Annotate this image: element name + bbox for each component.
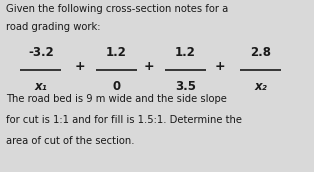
Text: The road bed is 9 m wide and the side slope: The road bed is 9 m wide and the side sl… [6,94,227,104]
Text: x₁: x₁ [35,80,47,93]
Text: 0: 0 [112,80,120,93]
Text: 1.2: 1.2 [106,46,127,59]
Text: area of cut of the section.: area of cut of the section. [6,136,135,146]
Text: for cut is 1:1 and for fill is 1.5:1. Determine the: for cut is 1:1 and for fill is 1.5:1. De… [6,115,242,125]
Text: 1.2: 1.2 [175,46,196,59]
Text: +: + [144,60,154,73]
Text: road grading work:: road grading work: [6,22,101,32]
Text: +: + [75,60,85,73]
Text: +: + [214,60,225,73]
Text: -3.2: -3.2 [28,46,54,59]
Text: x₂: x₂ [254,80,267,93]
Text: Given the following cross-section notes for a: Given the following cross-section notes … [6,4,229,14]
Text: 3.5: 3.5 [175,80,196,93]
Text: 2.8: 2.8 [250,46,271,59]
